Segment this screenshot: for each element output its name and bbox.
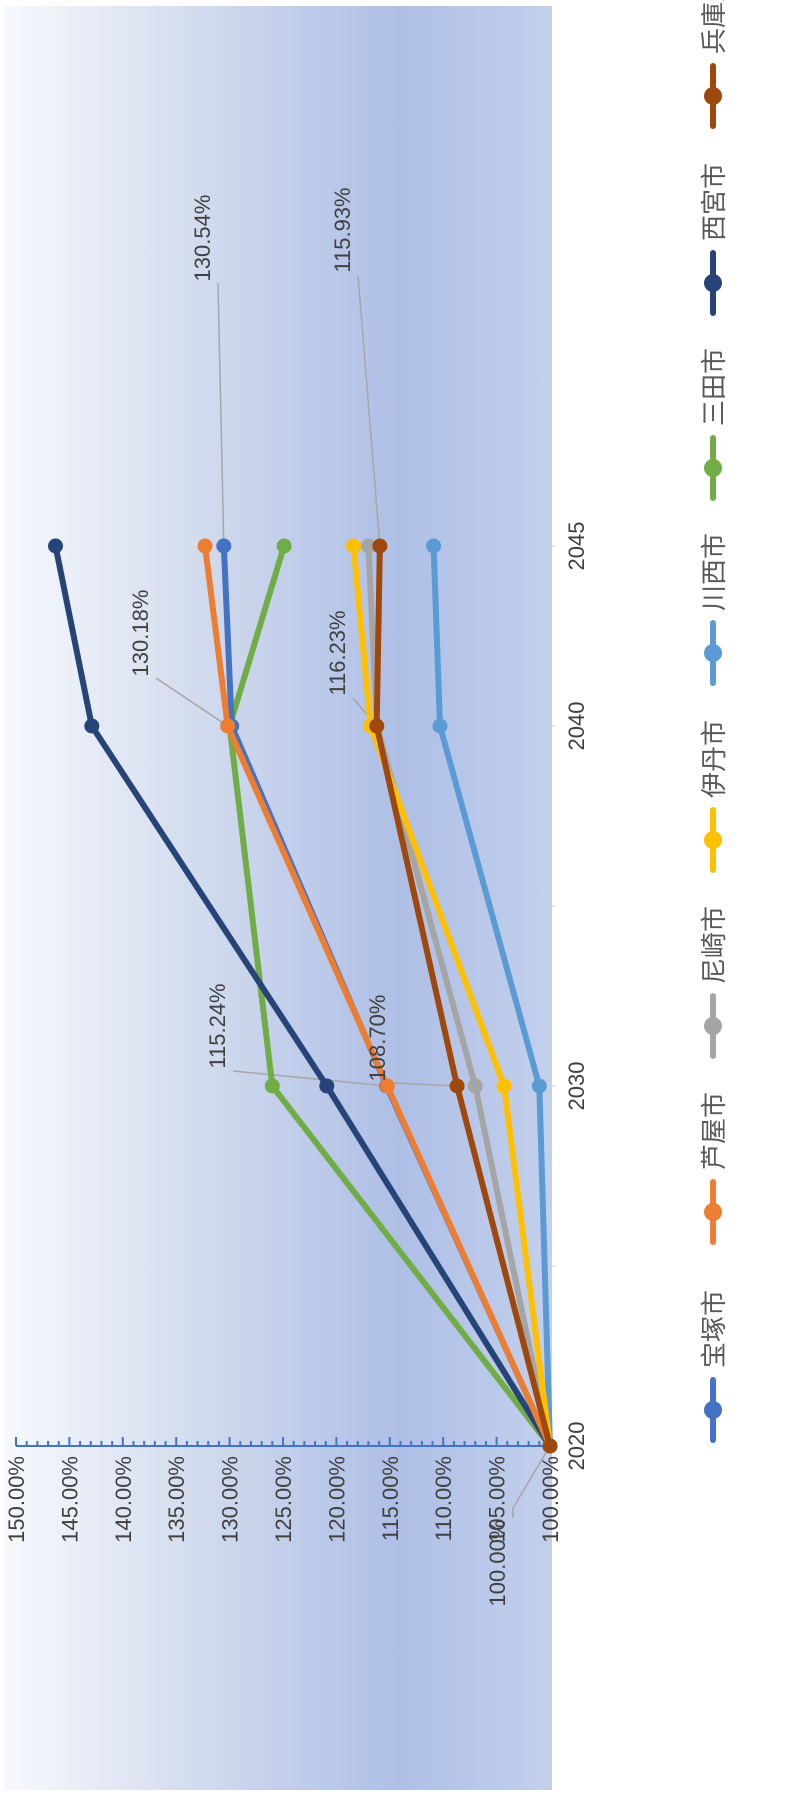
y-tick-label: 145.00% xyxy=(57,1456,82,1543)
axes: 2020 2030 2040 2045 100.00% 105.00% 110.00% 115… xyxy=(4,6,589,1543)
y-tick-label: 115.00% xyxy=(378,1456,403,1541)
y-tick-label: 150.00% xyxy=(4,1456,29,1543)
series-layer xyxy=(48,538,558,1454)
data-point xyxy=(276,538,292,554)
x-tick-label: 2030 xyxy=(564,1062,589,1111)
data-label: 130.18% xyxy=(128,590,153,677)
legend-label: 伊丹市 xyxy=(699,720,729,798)
legend-marker xyxy=(704,1017,722,1035)
legend-item: 三田市 xyxy=(699,348,729,501)
legend-marker xyxy=(704,274,722,292)
label-leader-line xyxy=(232,1070,388,1087)
legend-label: 芦屋市 xyxy=(699,1092,729,1170)
legend-item: 尼崎市 xyxy=(699,906,729,1059)
plot-area-background xyxy=(4,6,552,1790)
series-line xyxy=(350,543,553,1449)
legend-marker xyxy=(704,1203,722,1221)
legend-label: 尼崎市 xyxy=(699,906,729,984)
label-leader-line xyxy=(155,677,229,727)
label-leader-line xyxy=(512,1445,551,1518)
series-line xyxy=(52,543,553,1449)
y-tick-label: 140.00% xyxy=(111,1456,136,1543)
data-label: 115.24% xyxy=(205,983,230,1068)
data-point xyxy=(426,538,442,554)
y-tick-label: 100.00% xyxy=(538,1456,563,1543)
legend-item: 兵庫県 xyxy=(699,0,729,129)
legend-item: 西宮市 xyxy=(699,163,729,316)
annotation-leaders xyxy=(155,274,551,1518)
y-tick-label: 120.00% xyxy=(324,1456,349,1543)
y-tick-label: 130.00% xyxy=(218,1456,243,1543)
legend-label: 川西市 xyxy=(699,533,729,611)
data-point xyxy=(84,718,100,734)
y-tick-label: 105.00% xyxy=(485,1456,510,1543)
data-point xyxy=(197,538,213,554)
data-labels: 100.00% 108.70% 116.23% 115.93% 115.24% 130.1… xyxy=(128,187,510,1606)
data-label: 115.93% xyxy=(330,187,355,272)
label-leader-line xyxy=(217,282,225,547)
legend: 宝塚市 芦屋市 尼崎市 伊丹市 川西市 三田市 西宮市 兵庫県 xyxy=(699,0,729,1443)
data-label: 100.00% xyxy=(485,1520,510,1607)
legend-item: 芦屋市 xyxy=(699,1092,729,1245)
y-tick-label: 135.00% xyxy=(164,1456,189,1543)
data-point xyxy=(369,718,385,734)
data-label: 108.70% xyxy=(365,995,390,1082)
data-point xyxy=(48,538,64,554)
series-line xyxy=(365,543,553,1449)
legend-item: 伊丹市 xyxy=(699,720,729,873)
legend-label: 三田市 xyxy=(699,348,729,426)
data-point xyxy=(264,1078,280,1094)
data-point xyxy=(542,1438,558,1454)
legend-item: 宝塚市 xyxy=(699,1290,729,1443)
legend-item: 川西市 xyxy=(699,533,729,686)
data-label: 130.54% xyxy=(190,195,215,282)
series-group xyxy=(197,538,558,1454)
legend-marker xyxy=(704,831,722,849)
legend-marker xyxy=(704,644,722,662)
legend-marker xyxy=(704,459,722,477)
data-label: 116.23% xyxy=(325,610,350,695)
data-point xyxy=(220,718,236,734)
data-point xyxy=(531,1078,547,1094)
series-line xyxy=(202,543,553,1449)
data-point xyxy=(379,1078,395,1094)
series-line xyxy=(226,543,553,1449)
data-point xyxy=(216,538,232,554)
data-point xyxy=(360,538,376,554)
legend-marker xyxy=(704,87,722,105)
series-line xyxy=(373,543,553,1449)
legend-label: 西宮市 xyxy=(699,163,729,241)
data-point xyxy=(467,1078,483,1094)
legend-label: 兵庫県 xyxy=(699,0,729,54)
x-tick-label: 2040 xyxy=(564,702,589,751)
series-line xyxy=(430,543,553,1449)
data-point xyxy=(372,538,388,554)
y-tick-label: 110.00% xyxy=(431,1456,456,1541)
label-leader-line xyxy=(392,1082,458,1087)
legend-label: 宝塚市 xyxy=(699,1290,729,1368)
data-point xyxy=(432,718,448,734)
y-tick-label: 125.00% xyxy=(271,1456,296,1543)
data-point xyxy=(449,1078,465,1094)
data-point xyxy=(319,1078,335,1094)
data-point xyxy=(496,1078,512,1094)
legend-marker xyxy=(704,1401,722,1419)
data-point xyxy=(345,538,361,554)
plot-area xyxy=(4,6,552,1790)
series-group xyxy=(369,538,558,1454)
x-tick-label: 2045 xyxy=(564,522,589,571)
label-leader-line xyxy=(357,274,381,547)
x-tick-label: 2020 xyxy=(564,1422,589,1471)
